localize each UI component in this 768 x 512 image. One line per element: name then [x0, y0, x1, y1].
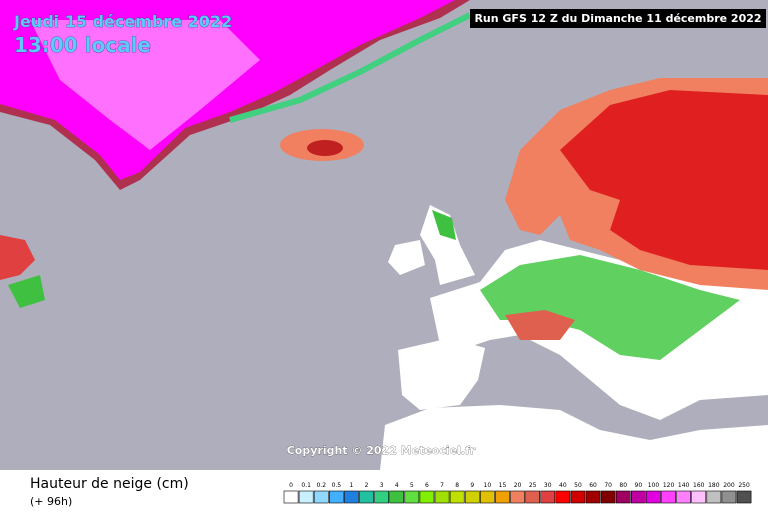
legend-swatch — [404, 490, 420, 504]
scotland-snow — [432, 210, 456, 240]
legend-swatch — [540, 490, 556, 504]
legend-label: 90 — [635, 482, 643, 489]
legend-swatch — [555, 490, 571, 504]
legend-swatch — [374, 490, 390, 504]
legend-label: 30 — [544, 482, 552, 489]
legend-swatch — [479, 490, 495, 504]
legend-scale: 0 0.1 0.2 0.5 1 2 3 4 5 6 7 8 9 10 15 20 25 30 40 50 60 70 80 9… — [283, 482, 752, 504]
legend-label: 6 — [425, 482, 429, 489]
legend-label: 80 — [619, 482, 627, 489]
legend-label: 8 — [455, 482, 459, 489]
legend-label: 60 — [589, 482, 597, 489]
legend-swatch — [706, 490, 722, 504]
legend-swatch — [630, 490, 646, 504]
legend-label: 70 — [604, 482, 612, 489]
legend-swatch — [359, 490, 374, 504]
legend-swatch — [298, 490, 314, 504]
legend-label: 2 — [365, 482, 369, 489]
legend-label: 0.5 — [332, 482, 342, 489]
legend-swatch — [585, 490, 601, 504]
legend-label: 25 — [529, 482, 537, 489]
newfoundland — [8, 275, 45, 308]
greenland-coast — [229, 12, 472, 123]
legend-subtitle: (+ 96h) — [30, 495, 72, 508]
legend-swatch — [434, 490, 450, 504]
legend-label: 0.2 — [316, 482, 326, 489]
legend-label: 250 — [738, 482, 750, 489]
legend-label: 0 — [289, 482, 293, 489]
legend-swatch — [570, 490, 586, 504]
iberia — [398, 338, 485, 410]
legend-swatch — [419, 490, 435, 504]
great-britain — [420, 205, 475, 285]
legend-label: 10 — [484, 482, 492, 489]
date-label: Jeudi 15 décembre 2022 — [13, 12, 232, 31]
legend-swatch — [495, 490, 510, 504]
legend-swatch — [646, 490, 661, 504]
ireland — [388, 240, 425, 275]
time-label: 13:00 locale — [14, 33, 151, 57]
legend-swatch — [464, 490, 480, 504]
legend-label: 20 — [514, 482, 522, 489]
legend-label: 9 — [470, 482, 474, 489]
legend-label: 50 — [574, 482, 582, 489]
central-europe-snow — [480, 255, 740, 360]
legend-label: 160 — [693, 482, 705, 489]
greenland-interior — [30, 20, 260, 150]
legend-swatch — [676, 490, 691, 504]
alps-snow — [505, 310, 575, 340]
north-africa — [380, 405, 768, 470]
legend-label: 200 — [723, 482, 735, 489]
iceland-core — [307, 140, 343, 156]
legend-swatch — [313, 490, 329, 504]
labrador — [0, 235, 35, 280]
legend-label: 40 — [559, 482, 567, 489]
deep-snow-area — [560, 90, 768, 270]
legend-swatch — [449, 490, 465, 504]
legend-swatch — [328, 490, 344, 504]
legend-swatch — [510, 490, 525, 504]
legend-swatch — [691, 490, 707, 504]
legend-label: 180 — [708, 482, 720, 489]
legend-label: 3 — [380, 482, 384, 489]
legend-swatch — [344, 490, 359, 504]
run-label: Run GFS 12 Z du Dimanche 11 décembre 202… — [474, 12, 761, 25]
legend-swatch — [283, 490, 299, 504]
copyright: Copyright © 2022 Meteociel.fr — [287, 444, 476, 457]
legend-swatch — [600, 490, 616, 504]
legend-label: 100 — [648, 482, 660, 489]
legend-swatch — [721, 490, 737, 504]
legend-label: 120 — [663, 482, 675, 489]
legend-swatch — [389, 490, 405, 504]
legend-label: 15 — [499, 482, 507, 489]
legend-swatch — [525, 490, 540, 504]
legend-swatch — [615, 490, 631, 504]
legend-label: 4 — [395, 482, 399, 489]
legend-label: 1 — [350, 482, 354, 489]
legend-label: 140 — [678, 482, 690, 489]
legend-title: Hauteur de neige (cm) — [30, 476, 189, 492]
legend-label: 5 — [410, 482, 414, 489]
legend-swatch — [661, 490, 676, 504]
legend-swatch — [736, 490, 752, 504]
legend-label: 0.1 — [301, 482, 311, 489]
run-box — [470, 9, 766, 28]
legend-label: 7 — [440, 482, 444, 489]
